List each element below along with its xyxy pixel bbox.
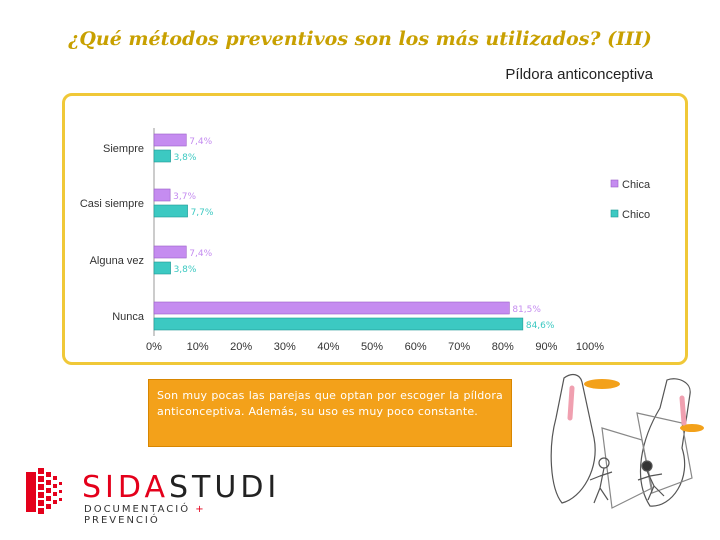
sidastudi-logo: SIDASTUDI DOCUMENTACIÓ + PREVENCIÓ — [26, 468, 286, 526]
data-label: 7,4% — [189, 137, 212, 147]
category-label: Alguna vez — [90, 255, 144, 267]
logo-name-part1: SIDA — [82, 470, 169, 505]
data-label: 3,7% — [173, 192, 196, 202]
legend-swatch-chica — [610, 179, 619, 188]
legend-swatch-chico — [610, 209, 619, 218]
data-label: 3,8% — [174, 153, 197, 163]
data-label: 84,6% — [526, 321, 555, 331]
logo-mark-icon — [26, 468, 62, 514]
bar-chico — [153, 149, 171, 163]
bar-chico — [153, 261, 171, 275]
logo-tagline-part1: DOCUMENTACIÓ — [84, 504, 191, 515]
legend-label: Chica — [622, 179, 651, 191]
x-tick-label: 80% — [492, 341, 514, 353]
logo-tagline-part2: PREVENCIÓ — [84, 515, 160, 526]
x-tick-label: 40% — [317, 341, 339, 353]
logo-tagline-plus: + — [190, 504, 206, 515]
summary-text: Son muy pocas las parejas que optan por … — [148, 379, 512, 447]
page-subtitle: Píldora anticonceptiva — [505, 66, 653, 83]
couple-illustration — [550, 373, 704, 509]
bar-chica — [153, 245, 187, 259]
data-label: 81,5% — [512, 305, 541, 315]
x-tick-label: 20% — [230, 341, 252, 353]
x-tick-label: 60% — [405, 341, 427, 353]
category-label: Casi siempre — [80, 198, 144, 210]
data-label: 3,8% — [174, 265, 197, 275]
logo-wordmark: SIDASTUDI — [82, 470, 280, 505]
data-label: 7,7% — [191, 208, 214, 218]
legend-label: Chico — [622, 209, 650, 221]
chart-panel: Siempre 7,4% 3,8% Casi siempre 3,7% 7,7% Algun… — [62, 93, 688, 365]
logo-tagline: DOCUMENTACIÓ + PREVENCIÓ — [84, 504, 286, 526]
bar-chico — [153, 204, 188, 218]
x-tick-label: 0% — [146, 341, 162, 353]
bar-chart: Siempre 7,4% 3,8% Casi siempre 3,7% 7,7% Algun… — [80, 128, 651, 353]
bar-chico — [153, 317, 524, 331]
bar-chica — [153, 301, 510, 315]
bar-chica — [153, 188, 171, 202]
x-tick-label: 50% — [361, 341, 383, 353]
x-tick-label: 10% — [187, 341, 209, 353]
category-label: Siempre — [103, 143, 144, 155]
data-label: 7,4% — [189, 249, 212, 259]
page-title: ¿Qué métodos preventivos son los más uti… — [68, 28, 652, 50]
x-tick-label: 100% — [576, 341, 604, 353]
x-tick-label: 70% — [448, 341, 470, 353]
x-tick-label: 90% — [535, 341, 557, 353]
category-label: Nunca — [112, 311, 145, 323]
bar-chica — [153, 133, 187, 147]
x-tick-label: 30% — [274, 341, 296, 353]
logo-name-part2: STUDI — [169, 470, 281, 505]
